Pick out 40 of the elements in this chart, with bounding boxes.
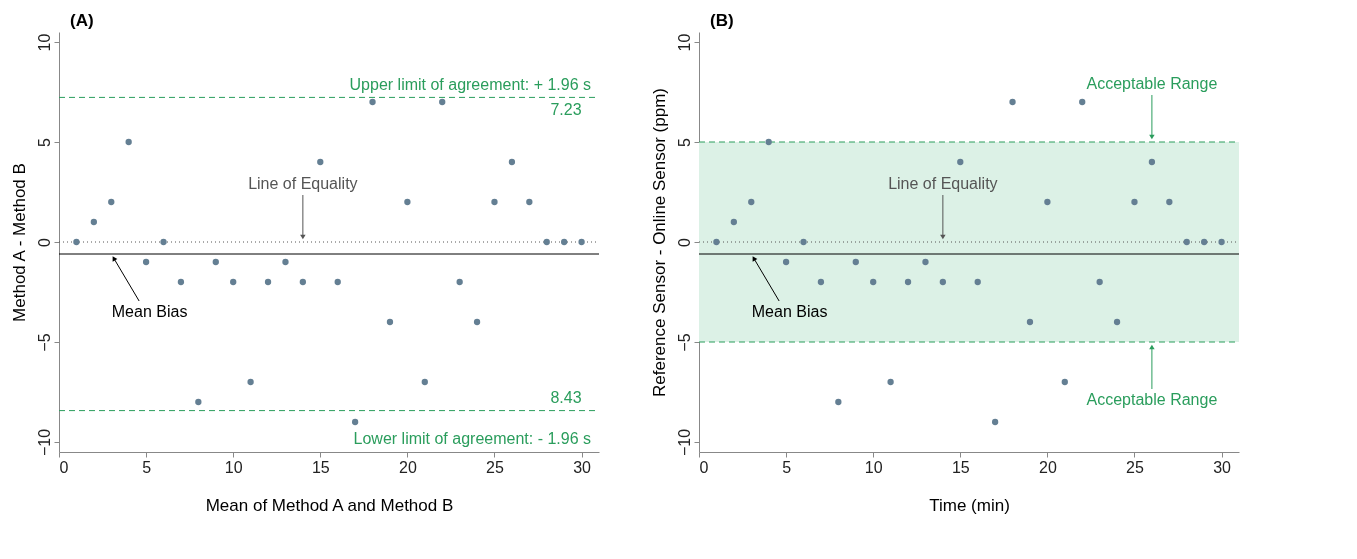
y-tick-label: 0: [675, 237, 693, 247]
x-axis-title: Time (min): [929, 495, 1010, 515]
x-tick-label: 20: [1038, 458, 1057, 476]
y-axis-title: Method A - Method B: [9, 163, 29, 322]
y-tick-label: −10: [675, 428, 693, 457]
x-tick-label: 10: [224, 458, 243, 476]
x-tick-label: 5: [782, 458, 792, 476]
x-tick-label: 0: [59, 458, 69, 476]
annotation: Acceptable Range: [1086, 391, 1218, 408]
annotation: 8.43: [550, 388, 582, 406]
x-tick-label: 20: [398, 458, 417, 476]
chart-title: (A): [70, 11, 94, 30]
y-tick-label: −10: [35, 428, 53, 457]
y-tick-label: −5: [675, 333, 693, 352]
x-tick-label: 25: [1126, 458, 1144, 476]
y-tick-label: −5: [35, 333, 53, 352]
x-tick-label: 15: [951, 458, 970, 476]
annotation: Mean Bias: [751, 303, 828, 320]
y-tick-label: 10: [675, 33, 693, 52]
y-tick-label: 5: [35, 137, 53, 147]
x-tick-label: 10: [864, 458, 883, 476]
ref-line-label: Lower limit of agreement: - 1.96 s: [353, 429, 591, 447]
x-tick-label: 0: [699, 458, 709, 476]
y-tick-label: 10: [35, 33, 53, 52]
chart-title: (B): [710, 11, 734, 30]
x-tick-label: 25: [486, 458, 504, 476]
annotation: Line of Equality: [248, 175, 358, 192]
y-tick-label: 0: [35, 237, 53, 247]
annotation: 7.23: [550, 101, 582, 119]
annotation: Line of Equality: [888, 175, 998, 192]
x-tick-label: 5: [142, 458, 152, 476]
ref-line-label: Upper limit of agreement: + 1.96 s: [349, 76, 591, 94]
annotation: Acceptable Range: [1086, 75, 1218, 92]
annotation: Mean Bias: [111, 303, 188, 320]
x-axis-title: Mean of Method A and Method B: [205, 495, 454, 515]
x-tick-label: 30: [573, 458, 592, 476]
y-tick-label: 5: [675, 137, 693, 147]
y-axis-title: Reference Sensor - Online Sensor (ppm): [649, 88, 669, 397]
x-tick-label: 30: [1213, 458, 1232, 476]
x-tick-label: 15: [311, 458, 330, 476]
